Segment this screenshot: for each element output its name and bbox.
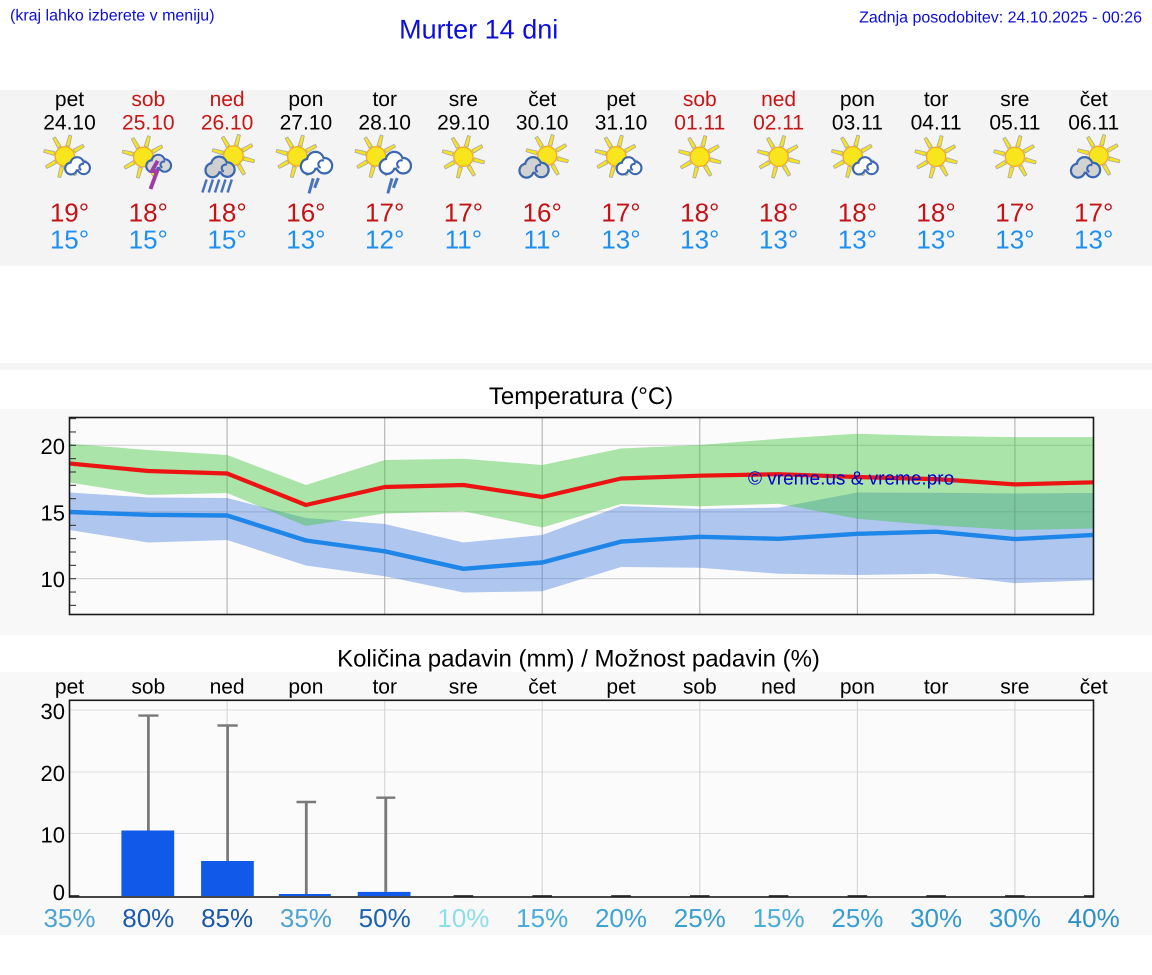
svg-text:16°: 16° [286, 197, 325, 227]
svg-text:sre: sre [1000, 676, 1029, 699]
svg-text:35%: 35% [43, 903, 95, 933]
svg-text:Temperatura (°C): Temperatura (°C) [489, 383, 673, 410]
svg-text:tor: tor [372, 676, 397, 699]
svg-text:13°: 13° [680, 225, 719, 255]
svg-text:tor: tor [924, 88, 949, 111]
svg-text:čet: čet [528, 676, 556, 699]
svg-text:ned: ned [210, 88, 245, 111]
svg-text:Murter 14 dni: Murter 14 dni [399, 15, 558, 45]
svg-text:30.10: 30.10 [516, 111, 569, 134]
svg-text:16°: 16° [523, 197, 562, 227]
svg-text:15: 15 [41, 500, 65, 525]
svg-text:02.11: 02.11 [753, 111, 804, 134]
svg-text:25%: 25% [831, 903, 883, 933]
svg-text:31.10: 31.10 [595, 111, 648, 134]
svg-text:17°: 17° [444, 197, 483, 227]
svg-text:17°: 17° [1074, 197, 1113, 227]
svg-text:20: 20 [41, 434, 65, 459]
svg-text:pet: pet [606, 676, 635, 699]
svg-text:13°: 13° [759, 225, 798, 255]
svg-text:20: 20 [41, 761, 65, 786]
svg-text:30%: 30% [910, 903, 962, 933]
svg-text:05.11: 05.11 [989, 111, 1040, 134]
svg-text:pet: pet [55, 676, 84, 699]
svg-text:50%: 50% [359, 903, 411, 933]
svg-text:18°: 18° [916, 197, 955, 227]
svg-text:čet: čet [528, 88, 556, 111]
svg-text:čet: čet [1080, 676, 1108, 699]
svg-text:Količina padavin (mm) / Možnos: Količina padavin (mm) / Možnost padavin … [337, 646, 820, 673]
svg-text:03.11: 03.11 [832, 111, 883, 134]
svg-text:85%: 85% [201, 903, 253, 933]
svg-text:11°: 11° [524, 225, 561, 255]
svg-text:15%: 15% [753, 903, 805, 933]
svg-text:sob: sob [131, 88, 165, 111]
svg-text:13°: 13° [838, 225, 877, 255]
svg-text:15°: 15° [50, 225, 89, 255]
svg-text:17°: 17° [365, 197, 404, 227]
svg-text:pet: pet [55, 88, 84, 111]
svg-text:13°: 13° [286, 225, 325, 255]
svg-text:18°: 18° [129, 197, 168, 227]
svg-text:12°: 12° [365, 225, 404, 255]
svg-text:13°: 13° [601, 225, 640, 255]
svg-text:24.10: 24.10 [43, 111, 96, 134]
svg-text:15%: 15% [516, 903, 568, 933]
svg-text:tor: tor [372, 88, 397, 111]
svg-text:15°: 15° [129, 225, 168, 255]
svg-text:Zadnja posodobitev: 24.10.2025: Zadnja posodobitev: 24.10.2025 - 00:26 [859, 10, 1142, 27]
svg-text:30%: 30% [989, 903, 1041, 933]
svg-text:20%: 20% [595, 903, 647, 933]
svg-text:28.10: 28.10 [358, 111, 411, 134]
svg-text:30: 30 [41, 699, 65, 724]
svg-text:sre: sre [1000, 88, 1029, 111]
svg-text:18°: 18° [207, 197, 246, 227]
svg-text:tor: tor [924, 676, 949, 699]
svg-text:11°: 11° [445, 225, 482, 255]
svg-text:sre: sre [449, 676, 478, 699]
svg-text:ned: ned [761, 88, 796, 111]
svg-text:25.10: 25.10 [122, 111, 175, 134]
svg-text:80%: 80% [122, 903, 174, 933]
svg-text:25%: 25% [674, 903, 726, 933]
svg-text:0: 0 [53, 880, 65, 905]
svg-text:sre: sre [449, 88, 478, 111]
svg-text:10%: 10% [437, 903, 489, 933]
svg-text:29.10: 29.10 [437, 111, 490, 134]
svg-text:18°: 18° [680, 197, 719, 227]
svg-text:40%: 40% [1068, 903, 1120, 933]
svg-text:pon: pon [840, 88, 875, 111]
svg-text:01.11: 01.11 [674, 111, 725, 134]
svg-text:35%: 35% [280, 903, 332, 933]
svg-text:19°: 19° [50, 197, 89, 227]
svg-text:18°: 18° [759, 197, 798, 227]
svg-text:13°: 13° [916, 225, 955, 255]
svg-text:(kraj lahko izberete v meniju): (kraj lahko izberete v meniju) [10, 7, 215, 24]
svg-text:10: 10 [41, 823, 65, 848]
svg-text:sob: sob [683, 676, 717, 699]
svg-text:sob: sob [683, 88, 717, 111]
svg-text:13°: 13° [995, 225, 1034, 255]
svg-text:pet: pet [606, 88, 635, 111]
svg-text:13°: 13° [1074, 225, 1113, 255]
svg-text:17°: 17° [995, 197, 1034, 227]
svg-text:© vreme.us & vreme.pro: © vreme.us & vreme.pro [748, 469, 954, 490]
svg-text:06.11: 06.11 [1068, 111, 1119, 134]
svg-text:26.10: 26.10 [201, 111, 254, 134]
svg-text:18°: 18° [838, 197, 877, 227]
svg-text:17°: 17° [601, 197, 640, 227]
svg-text:sob: sob [131, 676, 165, 699]
svg-text:ned: ned [761, 676, 796, 699]
svg-text:04.11: 04.11 [911, 111, 962, 134]
svg-text:ned: ned [210, 676, 245, 699]
svg-text:pon: pon [840, 676, 875, 699]
svg-text:10: 10 [41, 567, 65, 592]
svg-text:15°: 15° [207, 225, 246, 255]
svg-text:pon: pon [288, 88, 323, 111]
svg-text:čet: čet [1080, 88, 1108, 111]
svg-text:pon: pon [288, 676, 323, 699]
svg-text:27.10: 27.10 [280, 111, 333, 134]
